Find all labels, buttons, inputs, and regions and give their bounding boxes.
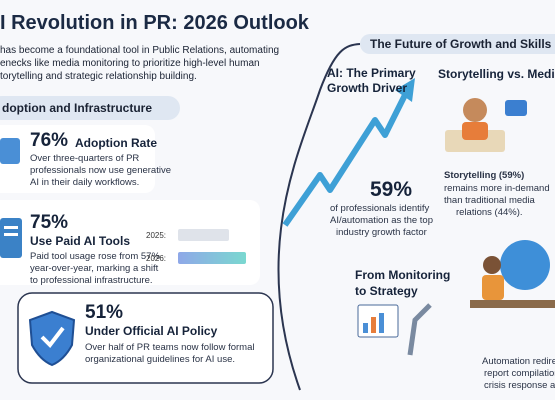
bar (178, 252, 246, 264)
banner: The Future of Growth and Skills (370, 37, 552, 51)
stat-label: Adoption Rate (75, 136, 157, 150)
stat-desc: year-over-year, marking a shift (30, 263, 159, 274)
stat-value: 76% (30, 130, 69, 151)
bar-label: 2025: (146, 231, 167, 240)
stat-desc: Paid tool usage rose from 57% (30, 251, 160, 262)
shield-icon (28, 310, 76, 367)
monitor-title: From Monitoring (355, 268, 451, 282)
story-desc: relations (44%). (456, 207, 523, 218)
globe (500, 240, 550, 290)
intro-line: has become a foundational tool in Public… (0, 45, 280, 56)
card (0, 125, 155, 193)
intro-line: enecks like media monitoring to prioriti… (0, 58, 260, 69)
story-title: Storytelling vs. Media (438, 67, 555, 81)
stat-value: 75% (30, 212, 69, 233)
megaphone (505, 100, 527, 116)
banner-pill (360, 34, 555, 54)
growth-arrow (282, 93, 408, 227)
bar-label: 2026: (146, 254, 167, 263)
driver-title: AI: The Primary (327, 66, 416, 80)
stat-label: Under Official AI Policy (85, 324, 218, 338)
story-desc: remains more in-demand (444, 183, 550, 194)
driver-title: Growth Driver (327, 81, 408, 95)
stat-label: Use Paid AI Tools (30, 234, 131, 248)
driver-desc: AI/automation as the top (330, 215, 433, 226)
stat-desc: to professional infrastructure. (30, 275, 153, 286)
person (483, 256, 501, 274)
driver-desc: of professionals identify (330, 203, 430, 214)
report (363, 323, 368, 333)
driver-desc: industry growth factor (336, 227, 427, 238)
monitor-title: to Strategy (355, 284, 418, 298)
stat-desc: organizational guidelines for AI use. (85, 354, 235, 365)
book (445, 130, 505, 152)
monitor-desc: report compilation (484, 368, 555, 379)
intro-line: torytelling and strategic relationship b… (0, 71, 197, 82)
stat-desc: Over three-quarters of PR (30, 153, 140, 164)
icon (4, 233, 18, 236)
driver-value: 59% (370, 178, 413, 201)
check (40, 326, 65, 349)
robot-arm (407, 303, 432, 356)
person (463, 98, 487, 122)
card (17, 292, 274, 384)
icon (4, 226, 18, 229)
title: I Revolution in PR: 2026 Outlook (0, 12, 309, 34)
stat-desc: professionals now use generative (30, 165, 172, 176)
person (462, 122, 488, 140)
divider-curve (277, 43, 361, 391)
stat-value: 51% (85, 302, 124, 323)
stat-desc: Over half of PR teams now follow formal (85, 342, 255, 353)
section-title: doption and Infrastructure (2, 101, 152, 115)
desk (470, 300, 555, 308)
story-lead: Storytelling (59%) (444, 170, 525, 181)
person (482, 275, 504, 300)
report (371, 317, 376, 333)
stat-desc: AI in their daily workflows. (30, 177, 140, 188)
icon (0, 138, 20, 164)
monitor-desc: Automation redirects (482, 356, 555, 367)
bar (178, 229, 230, 241)
monitor-desc: crisis response and (484, 380, 555, 391)
icon (0, 218, 22, 258)
story-desc: than traditional media (444, 195, 535, 206)
arrow-head (395, 78, 415, 102)
report (379, 313, 384, 333)
section-pill (0, 96, 180, 120)
